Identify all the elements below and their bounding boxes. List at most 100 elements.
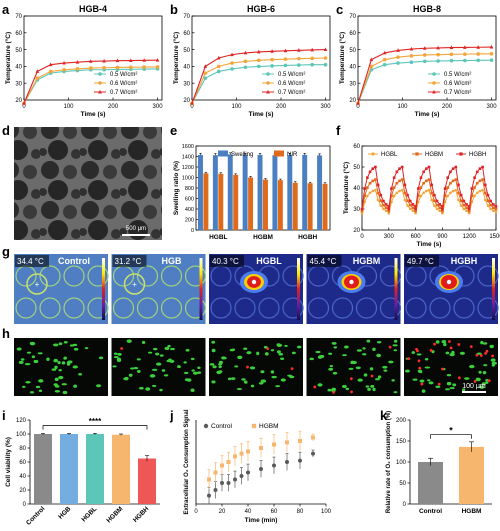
live-cell	[427, 379, 431, 382]
y-tick-label: 30	[353, 207, 360, 213]
well-outline	[282, 297, 304, 319]
live-cell	[270, 370, 275, 374]
live-cell	[211, 380, 216, 384]
data-point	[129, 58, 133, 62]
fluorescence-image-row	[14, 338, 498, 396]
data-point	[285, 440, 289, 445]
live-cell	[362, 353, 367, 356]
data-point	[408, 199, 412, 203]
live-cell	[481, 382, 486, 386]
x-tick-label: 100	[64, 104, 75, 110]
y-tick-label: 20	[183, 98, 190, 104]
data-point	[422, 181, 425, 185]
data-point	[465, 209, 468, 212]
data-point	[436, 45, 440, 50]
live-cell	[270, 349, 275, 352]
live-cell	[482, 342, 488, 345]
well-outline	[112, 297, 135, 319]
data-point	[256, 64, 261, 69]
data-point	[376, 183, 380, 187]
y-tick-label: 40	[19, 474, 26, 480]
data-point	[203, 64, 208, 68]
temp-readout-bg	[210, 255, 244, 267]
well-outline	[234, 297, 256, 319]
x-axis-label: Time (s)	[249, 111, 274, 118]
well-outline	[379, 297, 402, 319]
data-point	[207, 493, 211, 498]
y-tick-label: 20	[353, 228, 360, 234]
chart-i-cell-viability: 0 20 40 60 80 100 120 Cell viability (%) Control…	[5, 417, 160, 527]
data-point	[465, 206, 468, 209]
dead-cell	[491, 354, 494, 358]
y-tick-label: 50	[349, 48, 356, 54]
y-tick-label: 1000	[182, 176, 194, 182]
data-point	[489, 207, 492, 211]
well-outline	[477, 297, 499, 319]
data-point	[384, 206, 388, 209]
y-tick-label: 600	[185, 197, 194, 203]
data-point	[392, 186, 396, 189]
bar	[233, 174, 239, 230]
y-tick-label: 120	[16, 418, 27, 424]
group-label: HGBL	[209, 234, 227, 241]
live-cell	[393, 339, 398, 343]
data-point	[129, 65, 133, 70]
category-label: HGB	[57, 505, 72, 520]
data-point	[102, 65, 106, 70]
data-point	[285, 460, 289, 464]
legend-marker	[98, 72, 102, 76]
live-cell	[342, 354, 347, 357]
data-point	[374, 178, 377, 181]
fluorescence-scale-bar	[462, 391, 486, 393]
live-cell	[54, 365, 58, 370]
data-point	[376, 198, 380, 202]
bar	[112, 434, 130, 504]
sample-label: HGBM	[353, 256, 381, 266]
well-outline	[39, 265, 61, 287]
data-point	[449, 170, 452, 174]
live-cell	[153, 347, 158, 351]
data-point	[35, 76, 40, 80]
data-point	[457, 183, 460, 187]
data-point	[256, 58, 261, 63]
live-cell	[53, 358, 58, 363]
panel-letter-f: f	[336, 123, 341, 138]
data-point	[374, 165, 377, 169]
data-point	[451, 167, 455, 170]
category-label: HGBL	[80, 505, 98, 523]
live-cell	[362, 347, 366, 350]
bar	[287, 154, 293, 230]
data-point	[475, 181, 479, 185]
y-tick-label: 60	[349, 31, 356, 37]
sample-label: HGB	[162, 256, 183, 266]
legend-marker	[98, 81, 102, 85]
live-cell	[445, 351, 450, 355]
live-cell	[365, 385, 370, 388]
data-point	[226, 481, 231, 485]
data-point	[270, 64, 274, 68]
live-cell	[421, 389, 426, 393]
live-cell	[237, 355, 243, 360]
live-cell	[428, 381, 434, 385]
y-tick-label: 80	[19, 446, 26, 452]
data-point	[473, 186, 476, 189]
live-cell	[168, 358, 172, 363]
bar	[203, 173, 209, 230]
well-outline	[15, 297, 37, 319]
live-cell	[348, 367, 354, 370]
category-label: Control	[25, 505, 46, 526]
data-point	[311, 435, 315, 440]
live-cell	[280, 357, 285, 360]
data-point	[387, 209, 391, 213]
live-cell	[116, 357, 122, 362]
y-tick-label: 30	[183, 81, 190, 87]
data-point	[243, 65, 248, 70]
well-outline	[307, 297, 330, 319]
data-point	[392, 176, 396, 179]
live-cell	[482, 370, 487, 375]
bar	[263, 179, 268, 230]
dead-cell	[437, 382, 441, 386]
category-label: HGBM	[462, 508, 482, 515]
data-point	[489, 58, 494, 62]
data-point	[62, 67, 66, 72]
